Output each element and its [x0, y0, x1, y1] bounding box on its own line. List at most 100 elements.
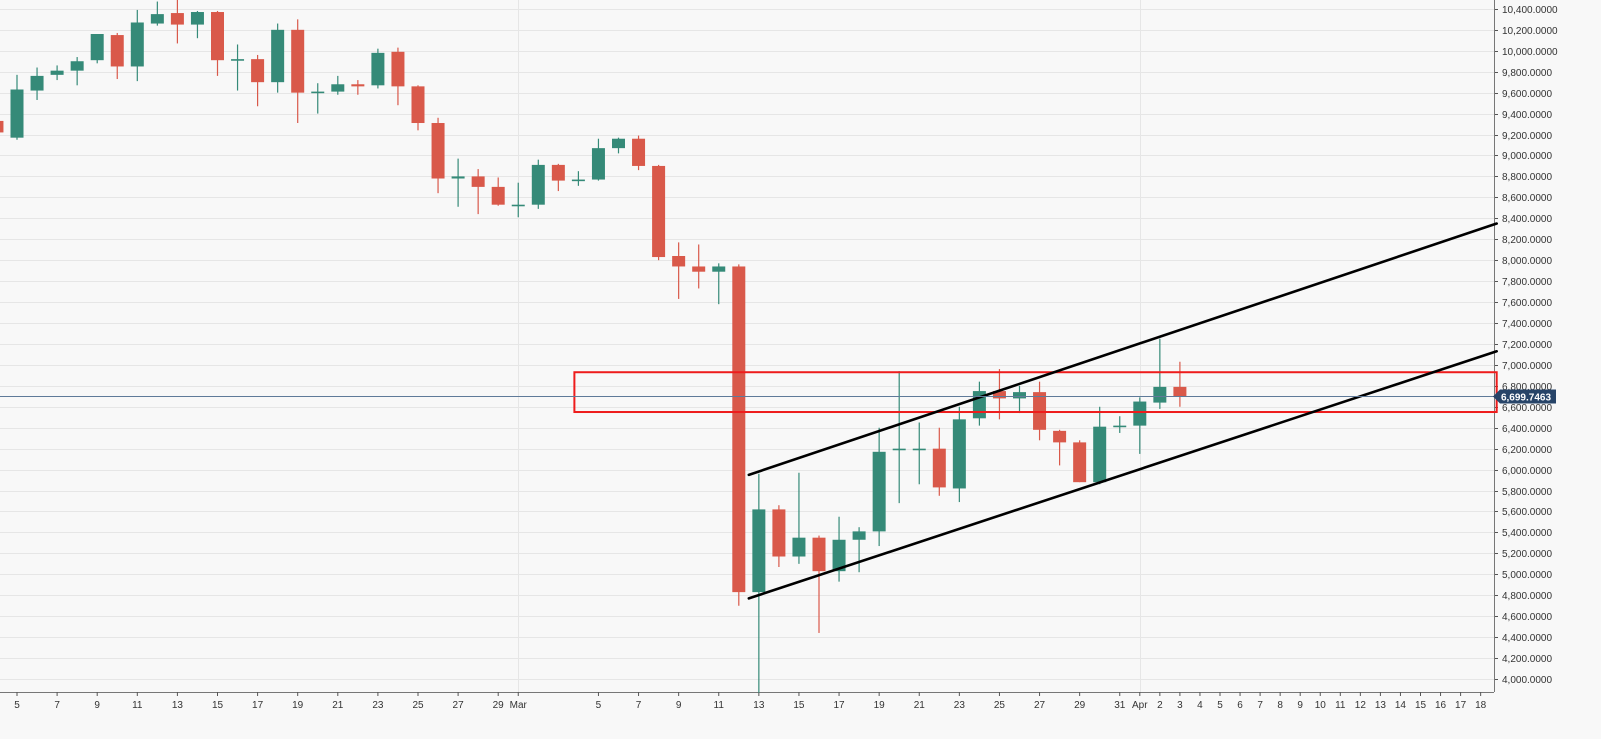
x-tick-label: 21: [332, 700, 344, 711]
candle-body: [952, 419, 966, 489]
y-tick-label: 4,600.0000: [1502, 612, 1552, 623]
x-tick-label: Mar: [510, 700, 528, 711]
x-tick-label: 15: [1415, 700, 1427, 711]
candle-body: [30, 75, 44, 91]
x-tick-label: 9: [94, 700, 100, 711]
drawings: [573, 222, 1498, 600]
x-tick-label: 9: [1297, 700, 1303, 711]
candle-body: [932, 448, 946, 488]
y-tick-label: 4,400.0000: [1502, 633, 1552, 644]
candle-body: [10, 89, 24, 138]
candle-body: [652, 165, 666, 258]
x-tick-label: 25: [412, 700, 424, 711]
x-tick-label: 2: [1157, 700, 1163, 711]
x-tick-label: 17: [833, 700, 845, 711]
x-tick-label: 12: [1355, 700, 1367, 711]
y-tick-label: 10,200.0000: [1502, 26, 1558, 37]
y-tick-label: 5,000.0000: [1502, 570, 1552, 581]
candle-body: [531, 164, 545, 205]
x-tick-label: 17: [1455, 700, 1467, 711]
x-tick-label: 27: [453, 700, 465, 711]
candle-body: [692, 266, 706, 272]
y-tick-label: 9,600.0000: [1502, 89, 1552, 100]
x-tick-label: 5: [1217, 700, 1223, 711]
x-tick-label: Apr: [1132, 700, 1148, 711]
y-tick-label: 9,200.0000: [1502, 131, 1552, 142]
y-tick-label: 9,800.0000: [1502, 68, 1552, 79]
resistance-zone: [573, 371, 1498, 414]
y-tick-label: 10,400.0000: [1502, 5, 1558, 16]
x-tick-label: 10: [1315, 700, 1327, 711]
candle-body: [150, 14, 164, 24]
candle-body: [311, 91, 325, 94]
candle-body: [672, 255, 686, 267]
x-tick-label: 5: [596, 700, 602, 711]
candle-body: [90, 34, 104, 61]
y-tick-label: 7,800.0000: [1502, 277, 1552, 288]
candle-body: [832, 539, 846, 572]
x-tick-label: 14: [1395, 700, 1407, 711]
candle-body: [451, 176, 465, 179]
trendline-lower-channel: [747, 349, 1498, 600]
candle-body: [351, 84, 365, 87]
candle-body: [291, 29, 305, 93]
x-tick-label: 13: [1375, 700, 1387, 711]
candle-body: [211, 12, 224, 61]
candle-body: [70, 61, 84, 71]
candle-body: [571, 179, 585, 182]
candle-body: [391, 51, 405, 87]
candle-body: [1053, 430, 1067, 443]
candle-body: [812, 537, 826, 572]
candle-body: [892, 448, 906, 451]
candle-body: [591, 148, 605, 180]
x-tick-label: 27: [1034, 700, 1046, 711]
candle-body: [852, 531, 866, 540]
grid-lines: [0, 0, 1494, 692]
candle-body: [130, 22, 144, 67]
candle-body: [712, 266, 726, 272]
y-tick-label: 8,800.0000: [1502, 172, 1552, 183]
x-tick-label: 23: [372, 700, 384, 711]
candle-body: [471, 176, 485, 187]
y-tick-label: 5,600.0000: [1502, 507, 1552, 518]
y-tick-label: 8,600.0000: [1502, 193, 1552, 204]
y-tick-label: 7,600.0000: [1502, 298, 1552, 309]
x-tick-label: 8: [1277, 700, 1283, 711]
candle-body: [331, 84, 345, 92]
candle-body: [1093, 426, 1107, 483]
y-tick-label: 6,000.0000: [1502, 466, 1552, 477]
candle-body: [1013, 392, 1026, 399]
x-tick-label: 18: [1475, 700, 1487, 711]
candle-body: [1073, 442, 1087, 483]
y-tick-label: 6,600.0000: [1502, 403, 1552, 414]
y-tick-label: 5,400.0000: [1502, 528, 1552, 539]
candle-body: [190, 12, 204, 25]
candle-body: [912, 448, 926, 451]
current-price-label: 6,699.7463: [1501, 393, 1551, 404]
candle-body: [612, 138, 625, 149]
x-tick-label: 11: [132, 700, 143, 711]
x-tick-label: 13: [172, 700, 184, 711]
candle-body: [170, 13, 184, 25]
x-tick-label: 15: [212, 700, 224, 711]
y-tick-label: 7,000.0000: [1502, 361, 1552, 372]
candle-body: [772, 509, 786, 557]
candle-body: [431, 123, 445, 179]
x-tick-label: 23: [954, 700, 966, 711]
candle-body: [1033, 392, 1047, 430]
y-tick-label: 8,400.0000: [1502, 214, 1552, 225]
candle-body: [752, 509, 766, 593]
candle-body: [551, 164, 565, 181]
y-tick-label: 4,000.0000: [1502, 675, 1552, 686]
y-tick-label: 5,200.0000: [1502, 549, 1552, 560]
candle-body: [50, 70, 64, 75]
candle-body: [1153, 386, 1167, 403]
trendline-upper-channel: [747, 222, 1498, 477]
y-tick-label: 10,000.0000: [1502, 47, 1558, 58]
current-price: 6,699.7463: [0, 389, 1556, 404]
candle-body: [411, 86, 425, 124]
candle-body: [0, 120, 4, 133]
x-tick-label: 13: [753, 700, 765, 711]
x-tick-label: 7: [54, 700, 60, 711]
